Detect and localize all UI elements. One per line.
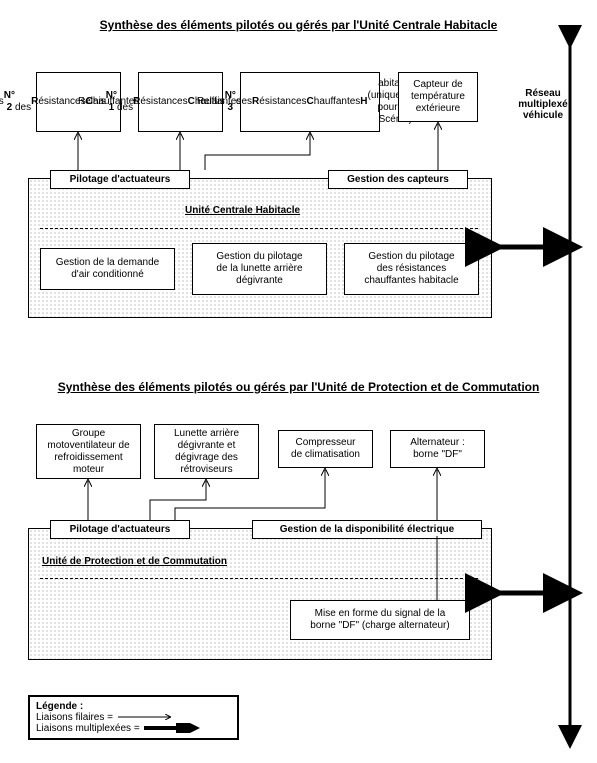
uch-tab-actuators: Pilotage d'actuateurs bbox=[50, 170, 190, 189]
uch-top-box-3: Capteur detempératureextérieure bbox=[398, 72, 478, 122]
uch-bottom-box-0: Gestion de la demanded'air conditionné bbox=[40, 248, 175, 290]
upc-dash bbox=[40, 578, 478, 579]
upc-top-box-2: Compresseurde climatisation bbox=[278, 430, 373, 468]
upc-top-box-3: Alternateur :borne "DF" bbox=[390, 430, 485, 468]
upc-tab-actuators: Pilotage d'actuateurs bbox=[50, 520, 190, 539]
legend-title: Légende : bbox=[36, 701, 83, 712]
legend-multiplex: Liaisons multiplexées = bbox=[36, 723, 140, 734]
uch-tab-sensors: Gestion des capteurs bbox=[328, 170, 468, 189]
uch-dash bbox=[40, 228, 478, 229]
upc-block bbox=[28, 528, 492, 660]
upc-top-box-1: Lunette arrièredégivrante etdégivrage de… bbox=[154, 424, 259, 479]
upc-top-box-0: Groupemotoventilateur derefroidissementm… bbox=[36, 424, 141, 479]
uch-name: Unité Centrale Habitacle bbox=[185, 205, 300, 216]
side-label: Réseaumultiplexévéhicule bbox=[498, 88, 588, 121]
upc-bottom-box: Mise en forme du signal de laborne "DF" … bbox=[290, 600, 470, 640]
uch-top-box-2: Relais N° 3 desRésistances ChauffantesHa… bbox=[240, 72, 380, 132]
legend-wired: Liaisons filaires = bbox=[36, 712, 113, 723]
upc-tab-availability: Gestion de la disponibilité électrique bbox=[252, 520, 482, 539]
legend: Légende : Liaisons filaires = Liaisons m… bbox=[28, 695, 239, 740]
upc-name: Unité de Protection et de Commutation bbox=[42, 556, 227, 567]
uch-bottom-box-2: Gestion du pilotagedes résistanceschauff… bbox=[344, 243, 479, 295]
uch-bottom-box-1: Gestion du pilotagede la lunette arrière… bbox=[192, 243, 327, 295]
title-upc: Synthèse des éléments pilotés ou gérés p… bbox=[0, 380, 597, 394]
title-uch: Synthèse des éléments pilotés ou gérés p… bbox=[0, 18, 597, 32]
